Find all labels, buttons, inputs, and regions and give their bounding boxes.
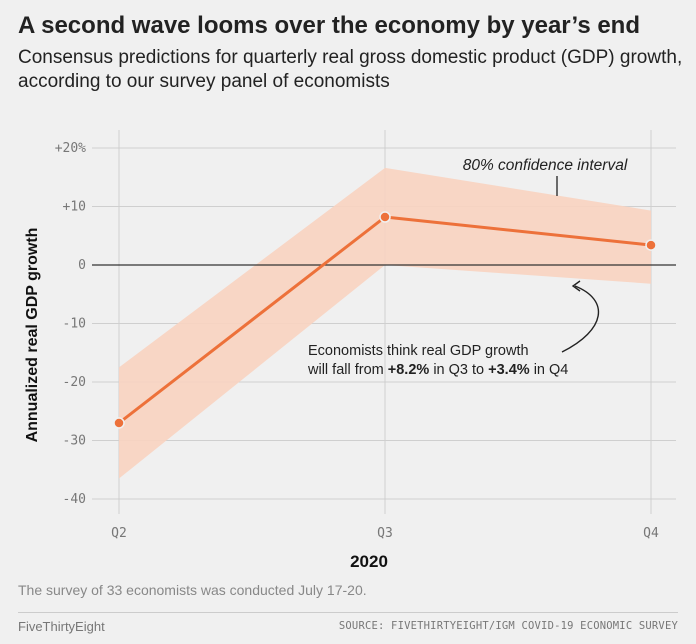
source-credit: SOURCE: FIVETHIRTYEIGHT/IGM COVID-19 ECO… bbox=[338, 620, 678, 632]
y-tick-label: 0 bbox=[78, 258, 86, 273]
data-points bbox=[113, 211, 657, 429]
y-tick-label: -40 bbox=[63, 492, 86, 507]
annotation-text: in Q4 bbox=[530, 362, 569, 378]
y-tick-label: -20 bbox=[63, 375, 86, 390]
y-axis-ticks: -40 -30 -20 -10 0 +10 +20% bbox=[55, 141, 86, 507]
gdp-growth-chart: -40 -30 -20 -10 0 +10 +20% Q2 Q3 Q4 Annualized r… bbox=[24, 130, 676, 571]
footer-divider bbox=[18, 612, 678, 613]
annotation-value: +3.4% bbox=[488, 362, 530, 378]
x-axis-label: 2020 bbox=[350, 552, 388, 571]
x-tick-label: Q3 bbox=[377, 526, 393, 541]
annotation-line-1: Economists think real GDP growth bbox=[308, 343, 529, 359]
annotation-arrow bbox=[561, 285, 600, 353]
y-axis-label: Annualized real GDP growth bbox=[24, 228, 41, 443]
annotation-text: in Q3 to bbox=[429, 362, 488, 378]
x-axis-ticks: Q2 Q3 Q4 bbox=[111, 526, 659, 541]
chart-subtitle: Consensus predictions for quarterly real… bbox=[18, 47, 683, 92]
brand-logo-text: FiveThirtyEight bbox=[18, 619, 105, 634]
data-point-q2 bbox=[113, 417, 125, 429]
data-point-q3 bbox=[379, 211, 391, 223]
y-tick-label: -10 bbox=[63, 317, 86, 332]
confidence-interval-band bbox=[119, 167, 651, 479]
y-tick-label: -30 bbox=[63, 434, 86, 449]
data-point-q4 bbox=[645, 239, 657, 251]
annotation-value: +8.2% bbox=[388, 362, 430, 378]
y-tick-label: +10 bbox=[63, 200, 86, 215]
survey-note: The survey of 33 economists was conducte… bbox=[18, 582, 367, 598]
annotation-arrowhead bbox=[571, 280, 581, 292]
chart-title: A second wave looms over the economy by … bbox=[18, 12, 640, 39]
x-tick-label: Q2 bbox=[111, 526, 127, 541]
y-tick-label: +20% bbox=[55, 141, 86, 156]
x-tick-label: Q4 bbox=[643, 526, 659, 541]
annotation-line-2: will fall from +8.2% in Q3 to +3.4% in Q… bbox=[307, 362, 568, 378]
confidence-interval-label: 80% confidence interval bbox=[463, 157, 628, 174]
annotation-text: will fall from bbox=[307, 362, 388, 378]
